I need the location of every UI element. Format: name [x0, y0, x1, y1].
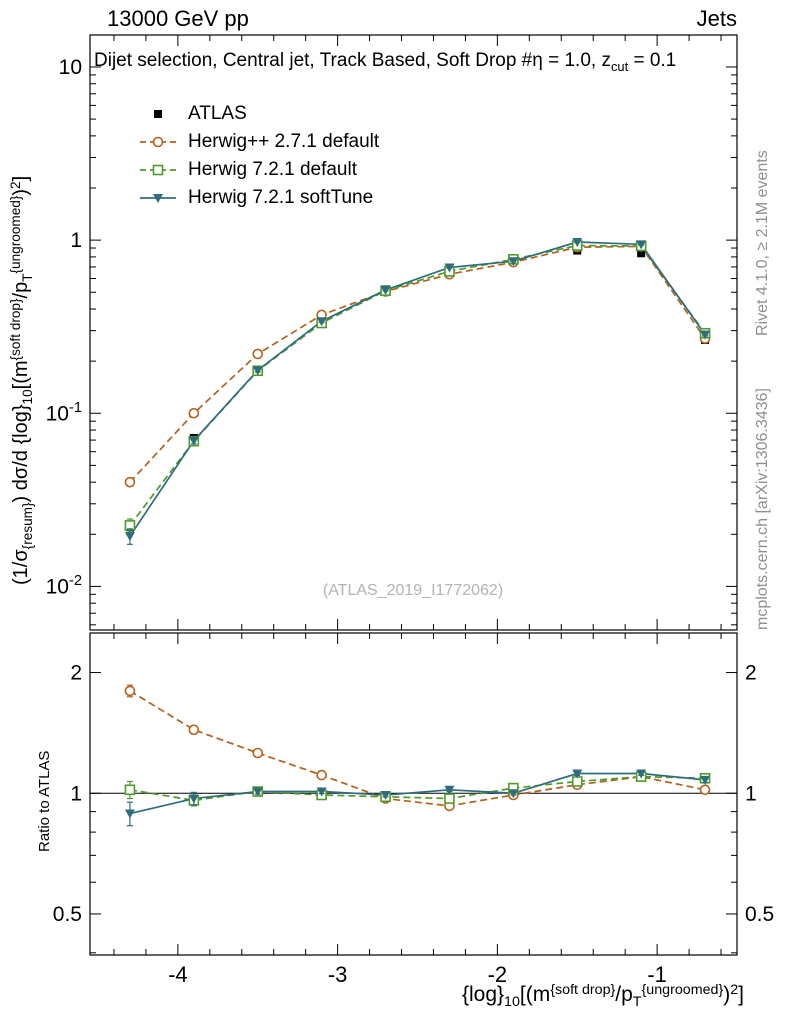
y-tick-label: 10	[59, 56, 82, 79]
y-tick-label: 0.5	[53, 903, 82, 926]
process-label: Jets	[696, 6, 737, 31]
y-tick-label: 1	[70, 782, 82, 805]
series-line-herwig-721-default	[129, 775, 706, 802]
main-panel: 10 1 10-1 10-2	[46, 34, 738, 631]
legend-label: Herwig 7.2.1 softTune	[188, 187, 374, 208]
series-line-herwigpp-271-default	[129, 690, 706, 807]
y-tick-label: 2	[70, 662, 82, 685]
mcplots-arxiv-note: mcplots.cern.ch [arXiv:1306.3436]	[754, 388, 771, 630]
herwigpp-marker-icon	[140, 136, 176, 148]
legend-label: ATLAS	[188, 103, 247, 124]
legend-item-herwig-721-softtune: Herwig 7.2.1 softTune	[138, 184, 379, 212]
series-points-atlas	[125, 246, 710, 534]
y-tick-label: 10-2	[46, 573, 82, 598]
x-tick-label: -2	[488, 962, 508, 987]
ratio-panel: 2 2 1 1 0.5 0.5 -4 -3 -2 -1	[53, 632, 774, 987]
legend-label: Herwig 7.2.1 default	[188, 159, 357, 180]
y-axis-label: (1/σ{resum}) dσ/d {log}10[(m{soft drop}/…	[8, 175, 35, 585]
legend-item-atlas: ATLAS	[138, 100, 379, 128]
rivet-version-note: Rivet 4.1.0, ≥ 2.1M events	[754, 150, 771, 336]
series-line-herwig-721-softtune	[129, 772, 706, 815]
main-frame	[89, 34, 738, 631]
legend-item-herwigpp-271: Herwig++ 2.7.1 default	[138, 128, 379, 156]
series-points-herwig-721-default	[124, 240, 711, 534]
legend-item-herwig-721-default: Herwig 7.2.1 default	[138, 156, 379, 184]
ratio-axis-label: Ratio to ATLAS	[36, 750, 53, 852]
series-line-herwigpp-271-default	[129, 245, 706, 483]
atlas-marker-icon	[154, 110, 162, 118]
y-tick-label: 1	[70, 229, 82, 252]
series-points-herwig-721-softtune	[124, 769, 711, 827]
series-points-herwig-721-default	[124, 771, 711, 807]
series-line-herwig-721-default	[129, 244, 706, 526]
analysis-id-watermark: (ATLAS_2019_I1772062)	[322, 582, 504, 599]
legend: ATLAS Herwig++ 2.7.1 default Herwig 7.2.…	[138, 100, 379, 212]
series-line-herwig-721-softtune	[129, 241, 706, 537]
plot-title: Dijet selection, Central jet, Track Base…	[94, 50, 677, 74]
y-tick-label: 0.5	[745, 903, 774, 926]
y-tick-label: 10-1	[46, 400, 82, 425]
herwig-default-marker-icon	[140, 164, 176, 176]
herwig-softtune-marker-icon	[140, 194, 176, 203]
x-axis-label: {log}10[(m{soft drop}/pT{ungroomed})2]	[461, 981, 744, 1010]
series-points-herwig-721-softtune	[124, 238, 711, 545]
x-tick-label: -1	[647, 962, 667, 987]
x-tick-label: -4	[168, 962, 188, 987]
beam-energy-label: 13000 GeV pp	[107, 6, 249, 31]
y-tick-label: 1	[745, 782, 757, 805]
y-tick-label: 2	[745, 662, 757, 685]
ratio-frame	[89, 632, 738, 956]
x-tick-label: -3	[328, 962, 348, 987]
legend-label: Herwig++ 2.7.1 default	[188, 131, 380, 152]
